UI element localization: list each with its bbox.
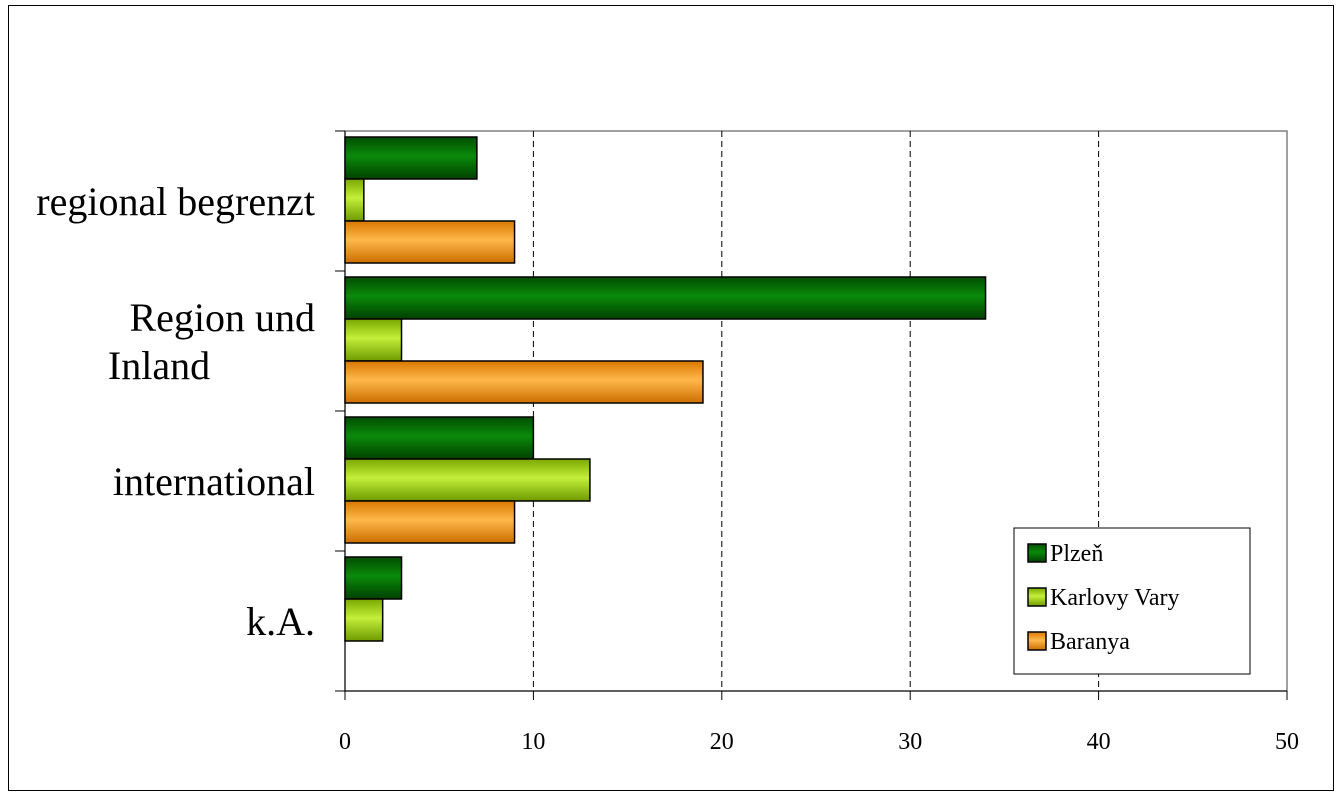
- legend-swatch-2: [1027, 631, 1047, 651]
- bar-1-1: [344, 318, 403, 362]
- bar-0-3: [344, 556, 403, 600]
- bar-0-2: [344, 416, 535, 460]
- legend-swatch-0: [1027, 543, 1047, 563]
- legend-label-1: Karlovy Vary: [1050, 585, 1180, 611]
- x-tick-label-0: 0: [339, 729, 351, 755]
- category-label-0-0: regional begrenzt: [36, 179, 315, 224]
- legend-swatch-1: [1027, 587, 1047, 607]
- bar-1-2: [344, 458, 591, 502]
- bar-0-0: [344, 136, 478, 180]
- legend-box: [1013, 527, 1251, 675]
- x-tick-label-30: 30: [898, 729, 922, 755]
- x-tick-label-10: 10: [521, 729, 545, 755]
- bar-2-1: [344, 360, 704, 404]
- bar-1-3: [344, 598, 384, 642]
- category-label-1-1: Inland: [108, 343, 210, 388]
- bar-2-2: [344, 500, 516, 544]
- bar-2-0: [344, 220, 516, 264]
- x-tick-label-50: 50: [1275, 729, 1299, 755]
- category-label-1-0: Region und: [129, 295, 315, 340]
- bar-1-0: [344, 178, 365, 222]
- x-tick-label-40: 40: [1087, 729, 1111, 755]
- bar-0-1: [344, 276, 987, 320]
- category-label-3-0: k.A.: [246, 599, 315, 644]
- legend-label-2: Baranya: [1050, 629, 1130, 655]
- plot-area: 0 10 20 30 40 50 regional begrenzt Region undIn…: [36, 130, 1299, 755]
- x-tick-label-20: 20: [710, 729, 734, 755]
- category-label-2-0: international: [113, 459, 315, 504]
- legend-label-0: Plzeň: [1050, 541, 1103, 567]
